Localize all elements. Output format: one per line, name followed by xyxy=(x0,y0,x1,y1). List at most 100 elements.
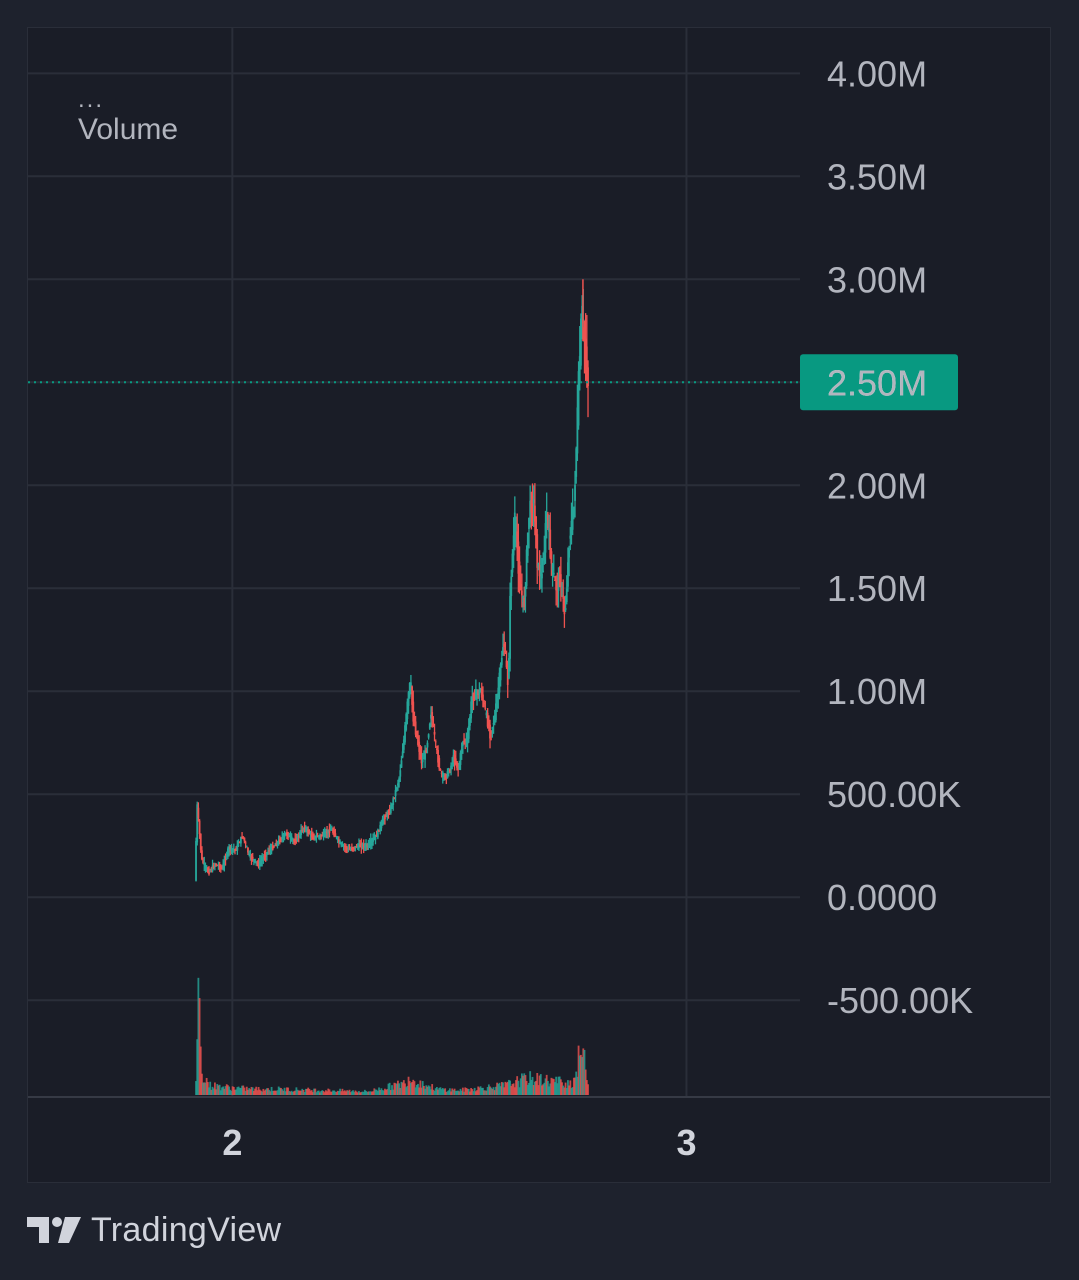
y-tick-label: -500.00K xyxy=(827,980,973,1021)
candle-body xyxy=(307,829,310,834)
candle-body xyxy=(271,845,274,850)
brand-name: TradingView xyxy=(91,1210,282,1249)
candle-body xyxy=(256,862,259,864)
candle-body xyxy=(541,573,543,579)
candle-body xyxy=(545,512,548,529)
volume-bar xyxy=(378,1087,380,1095)
volume-bar xyxy=(457,1090,460,1095)
candle-body xyxy=(290,836,293,841)
candle-body xyxy=(218,863,221,870)
volume-bar xyxy=(483,1090,486,1095)
candle-body xyxy=(440,772,443,774)
volume-bar xyxy=(478,1087,481,1095)
volume-bar xyxy=(464,1087,467,1095)
volume-bar xyxy=(257,1087,260,1095)
volume-bar xyxy=(387,1083,390,1095)
volume-bar xyxy=(461,1087,464,1095)
volume-bar xyxy=(438,1087,441,1095)
volume-bar xyxy=(519,1078,522,1095)
candle-body xyxy=(198,820,201,835)
candle-body xyxy=(421,760,424,763)
candle-body xyxy=(303,825,306,831)
candle-body xyxy=(208,868,210,875)
candle-body xyxy=(346,847,349,849)
candle-body xyxy=(459,752,462,765)
volume-bar xyxy=(320,1090,323,1095)
candle-body xyxy=(437,750,439,763)
candle-body xyxy=(529,500,532,523)
volume-bar xyxy=(372,1091,375,1095)
volume-bar xyxy=(352,1090,354,1095)
volume-bar xyxy=(206,1082,209,1095)
candle-body xyxy=(323,831,326,837)
volume-bar xyxy=(392,1089,395,1095)
candle-body xyxy=(282,833,285,840)
volume-bar xyxy=(422,1085,425,1095)
volume-bar xyxy=(332,1090,334,1095)
candle-body xyxy=(497,687,500,698)
candle-body xyxy=(519,583,522,591)
candle-body xyxy=(397,783,399,786)
candle-body xyxy=(373,837,376,840)
candle-body xyxy=(304,828,307,830)
volume-bar xyxy=(230,1090,233,1095)
candle-body xyxy=(413,718,416,725)
candle-body xyxy=(336,837,339,841)
candle-body xyxy=(447,772,450,774)
candle-body xyxy=(319,834,321,838)
volume-bar xyxy=(323,1092,326,1095)
candle-body xyxy=(263,856,266,858)
volume-bar xyxy=(397,1080,399,1095)
candle-body xyxy=(299,832,301,837)
volume-bar xyxy=(581,1057,584,1095)
candle-body xyxy=(276,842,279,845)
candle-body xyxy=(466,735,469,744)
candle-body xyxy=(551,564,554,571)
volume-bar xyxy=(333,1090,336,1095)
candle-body xyxy=(330,829,333,831)
candle-body xyxy=(531,496,534,507)
chart-panel[interactable]: 2.50M 4.00M 3.50M 3.00M 2.50M 2.00M 1.50M 1.00… xyxy=(27,27,1051,1183)
chart-canvas[interactable]: 2.50M 4.00M 3.50M 3.00M 2.50M 2.00M 1.50M 1.00… xyxy=(28,28,1050,1182)
candle-body xyxy=(539,572,542,575)
volume-bar xyxy=(276,1090,279,1095)
legend-more-button[interactable]: ... xyxy=(78,86,105,113)
candle-body xyxy=(254,859,256,863)
candle-body xyxy=(273,846,275,848)
candle-body xyxy=(219,866,222,868)
volume-bar xyxy=(347,1090,350,1095)
volume-bar xyxy=(198,998,201,1095)
volume-bar xyxy=(322,1091,325,1095)
volume-bar xyxy=(223,1088,226,1095)
volume-bar xyxy=(541,1085,543,1095)
volume-bar xyxy=(480,1087,483,1095)
candle-body xyxy=(294,839,297,843)
candle-body xyxy=(581,305,584,338)
candle-body xyxy=(500,657,503,666)
candle-body xyxy=(518,561,521,589)
volume-bar xyxy=(564,1082,567,1095)
volume-bar xyxy=(479,1086,482,1095)
candle-body xyxy=(400,760,403,768)
volume-bar xyxy=(520,1073,523,1095)
candle-body xyxy=(489,724,491,739)
volume-bar xyxy=(235,1089,238,1095)
candle-body xyxy=(584,338,587,358)
volume-bar xyxy=(251,1087,254,1095)
volume-bar xyxy=(574,1077,576,1095)
volume-bar xyxy=(549,1083,552,1095)
tradingview-branding[interactable]: TradingView xyxy=(27,1208,281,1252)
volume-bar xyxy=(265,1088,268,1095)
candle-body xyxy=(379,825,382,831)
volume-bar xyxy=(562,1085,565,1095)
volume-bar xyxy=(572,1077,575,1095)
volume-bar xyxy=(286,1087,288,1095)
volume-bar xyxy=(328,1089,331,1095)
volume-bar xyxy=(348,1089,351,1095)
candle-body xyxy=(555,580,558,591)
volume-bar xyxy=(400,1081,403,1095)
candle-body xyxy=(334,833,337,837)
volume-bar xyxy=(215,1089,217,1095)
candle-body xyxy=(378,829,380,832)
volume-bar xyxy=(452,1090,455,1095)
